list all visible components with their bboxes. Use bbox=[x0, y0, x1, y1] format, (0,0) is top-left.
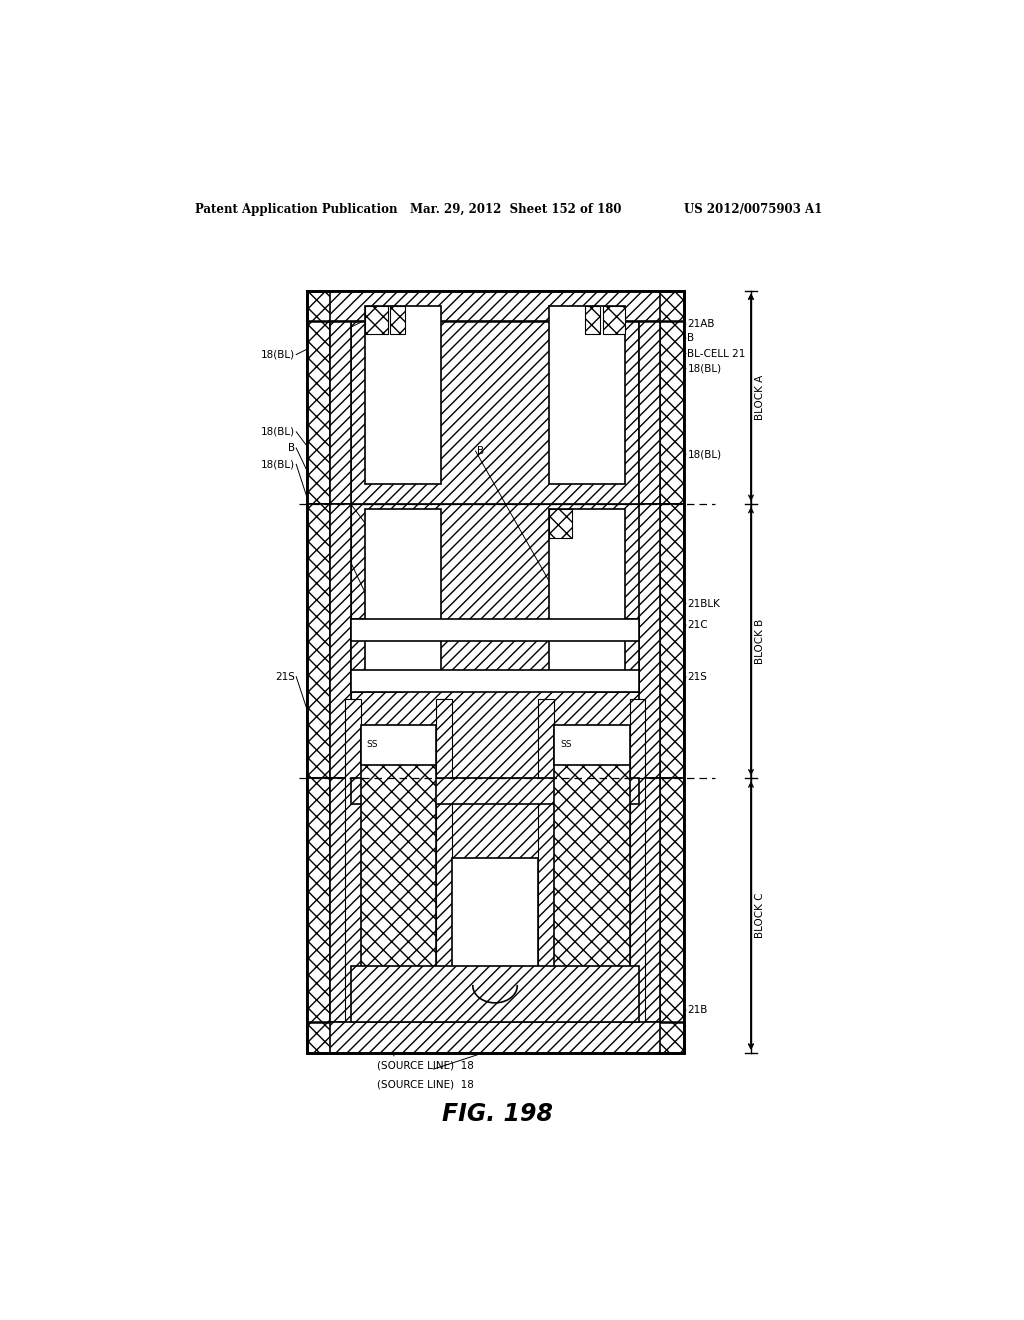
Text: 18(BL): 18(BL) bbox=[687, 449, 722, 459]
Text: FIG. 198: FIG. 198 bbox=[441, 1102, 553, 1126]
Text: 18(BL): 18(BL) bbox=[260, 459, 295, 470]
Bar bbox=[306, 1022, 684, 1053]
Text: 18(BL): 18(BL) bbox=[687, 364, 722, 374]
Text: BL-CELL 21: BL-CELL 21 bbox=[687, 348, 745, 359]
Bar bbox=[360, 725, 436, 766]
Bar bbox=[351, 779, 639, 804]
Text: BLOCK B: BLOCK B bbox=[756, 619, 766, 664]
Bar bbox=[554, 725, 630, 766]
Bar bbox=[351, 321, 639, 504]
Bar bbox=[366, 510, 440, 677]
Text: 21S: 21S bbox=[687, 672, 708, 681]
Bar bbox=[331, 504, 351, 779]
Text: BLOCK C: BLOCK C bbox=[756, 892, 766, 939]
Bar bbox=[306, 779, 331, 1053]
Text: 21B: 21B bbox=[687, 1005, 708, 1015]
Bar bbox=[390, 306, 406, 334]
Bar bbox=[351, 779, 639, 1022]
Bar bbox=[436, 700, 452, 1024]
Bar bbox=[585, 306, 600, 334]
Text: SS: SS bbox=[560, 741, 572, 750]
Bar bbox=[554, 730, 630, 1014]
Text: SS: SS bbox=[367, 741, 379, 750]
Bar bbox=[331, 290, 659, 321]
Text: 18(BL): 18(BL) bbox=[260, 426, 295, 437]
Bar bbox=[331, 290, 351, 504]
Text: 21S: 21S bbox=[274, 672, 295, 681]
Bar bbox=[602, 306, 625, 334]
Bar bbox=[659, 290, 684, 504]
Bar bbox=[360, 730, 436, 1014]
Bar bbox=[331, 779, 351, 1053]
Bar bbox=[539, 700, 554, 1024]
Text: 21AB: 21AB bbox=[687, 319, 715, 329]
Bar bbox=[351, 619, 402, 692]
Bar bbox=[550, 306, 625, 483]
Bar bbox=[630, 700, 645, 1024]
Bar bbox=[550, 510, 571, 537]
Bar bbox=[659, 779, 684, 1053]
Bar bbox=[366, 306, 440, 483]
Bar bbox=[351, 669, 639, 692]
Text: Patent Application Publication: Patent Application Publication bbox=[196, 203, 398, 216]
Text: B: B bbox=[288, 444, 295, 453]
Text: B: B bbox=[687, 334, 694, 343]
Bar bbox=[588, 619, 639, 692]
Bar bbox=[306, 504, 331, 779]
Bar bbox=[306, 290, 331, 504]
Bar bbox=[639, 504, 659, 779]
Text: B: B bbox=[373, 416, 380, 426]
Bar bbox=[345, 700, 360, 1024]
Text: US 2012/0075903 A1: US 2012/0075903 A1 bbox=[684, 203, 822, 216]
Bar bbox=[351, 619, 639, 642]
Text: BLOCK A: BLOCK A bbox=[756, 375, 766, 420]
Text: 21C: 21C bbox=[687, 620, 709, 630]
Text: (SOURCE LINE)  18: (SOURCE LINE) 18 bbox=[377, 1061, 474, 1071]
Bar bbox=[306, 290, 684, 321]
Text: B: B bbox=[477, 446, 484, 457]
Bar bbox=[639, 779, 659, 1053]
Bar bbox=[639, 290, 659, 504]
Bar bbox=[306, 290, 684, 1053]
Bar bbox=[452, 858, 539, 1014]
Bar bbox=[550, 510, 625, 677]
Text: Mar. 29, 2012  Sheet 152 of 180: Mar. 29, 2012 Sheet 152 of 180 bbox=[410, 203, 622, 216]
Text: 21BLK: 21BLK bbox=[687, 598, 720, 609]
Text: 18(BL): 18(BL) bbox=[260, 350, 295, 359]
Bar bbox=[351, 966, 639, 1022]
Bar bbox=[366, 306, 387, 334]
Text: (SOURCE LINE)  18: (SOURCE LINE) 18 bbox=[377, 1080, 474, 1089]
Bar bbox=[659, 504, 684, 779]
Bar bbox=[331, 1022, 659, 1053]
Bar bbox=[351, 504, 639, 779]
